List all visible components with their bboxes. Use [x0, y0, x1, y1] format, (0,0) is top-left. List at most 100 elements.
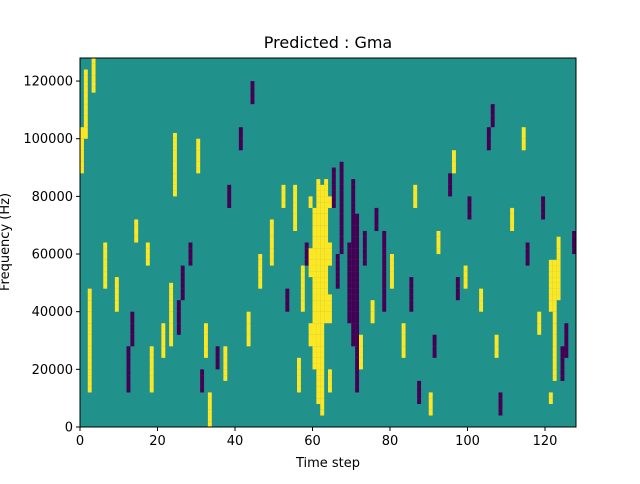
heatmap-cell	[324, 271, 329, 278]
heatmap-cell	[432, 340, 437, 347]
heatmap-cell	[355, 311, 360, 318]
heatmap-cell	[339, 219, 344, 226]
heatmap-cell	[80, 156, 84, 162]
heatmap-cell	[207, 415, 212, 422]
heatmap-cell	[347, 294, 352, 301]
heatmap-cell	[351, 202, 356, 208]
heatmap-cell	[498, 409, 503, 416]
heatmap-cell	[312, 352, 317, 358]
heatmap-cell	[320, 230, 325, 237]
heatmap-cell	[382, 242, 387, 249]
heatmap-cell	[335, 277, 340, 283]
heatmap-cell	[374, 207, 379, 214]
heatmap-cell	[308, 323, 313, 330]
heatmap-cell	[494, 334, 499, 341]
heatmap-cell	[328, 196, 332, 203]
heatmap-cell	[324, 236, 329, 243]
heatmap-cell	[572, 248, 577, 255]
heatmap-cell	[320, 184, 325, 191]
heatmap-cell	[382, 254, 387, 260]
heatmap-cell	[467, 202, 472, 208]
heatmap-cell	[537, 311, 542, 318]
heatmap-cell	[428, 392, 433, 399]
heatmap-cell	[83, 115, 88, 122]
heatmap-cell	[87, 317, 92, 324]
heatmap-cell	[250, 92, 255, 99]
y-axis-ticks: 0 20000 40000 60000 80000 100000 120000	[23, 75, 80, 436]
heatmap-cell	[413, 184, 418, 191]
heatmap-cell	[130, 340, 135, 347]
heatmap-cell	[126, 346, 131, 353]
heatmap-cell	[339, 248, 344, 255]
heatmap-cell	[355, 340, 360, 347]
heatmap-cell	[83, 127, 88, 134]
heatmap-cell	[293, 207, 298, 214]
heatmap-cell	[223, 375, 228, 381]
heatmap-cell	[83, 81, 88, 87]
plot-frame	[79, 57, 577, 428]
heatmap-cell	[556, 259, 561, 266]
heatmap-cell	[552, 277, 557, 283]
heatmap-cell	[114, 277, 119, 283]
heatmap-cell	[537, 323, 542, 330]
heatmap-cell	[130, 317, 135, 324]
heatmap-cell	[316, 334, 321, 341]
heatmap-cell	[355, 236, 360, 243]
heatmap-cell	[269, 225, 274, 232]
heatmap-cell	[285, 294, 290, 301]
heatmap-cell	[548, 259, 553, 266]
heatmap-cell	[498, 398, 503, 404]
heatmap-cell	[312, 300, 317, 306]
x-tick-label: 60	[304, 434, 321, 449]
heatmap-cell	[103, 254, 108, 260]
heatmap-cell	[351, 184, 356, 191]
heatmap-cell	[91, 75, 96, 82]
heatmap-cell	[312, 363, 317, 370]
heatmap-cell	[479, 288, 484, 295]
heatmap-cell	[149, 375, 154, 381]
heatmap-cell	[362, 254, 367, 260]
heatmap-cell	[328, 386, 332, 393]
heatmap-cell	[173, 167, 177, 174]
heatmap-cell	[409, 288, 414, 295]
heatmap-cell	[382, 248, 387, 255]
heatmap-cell	[316, 190, 321, 197]
heatmap-cell	[548, 398, 553, 404]
heatmap-cell	[351, 294, 356, 301]
heatmap-cell	[328, 248, 332, 255]
heatmap-cell	[312, 328, 317, 335]
heatmap-cell	[161, 346, 166, 353]
heatmap-cell	[308, 196, 313, 203]
heatmap-cell	[428, 403, 433, 410]
heatmap-cell	[207, 421, 212, 428]
heatmap-cell	[351, 242, 356, 249]
heatmap-cell	[312, 219, 317, 226]
heatmap-cell	[320, 202, 325, 208]
heatmap-cell	[312, 317, 317, 324]
heatmap-cell	[359, 334, 363, 341]
heatmap-cell	[556, 242, 561, 249]
heatmap-cell	[552, 369, 557, 376]
heatmap-cell	[204, 323, 208, 330]
heatmap-cell	[572, 230, 577, 237]
heatmap-cell	[452, 161, 456, 168]
heatmap-cell	[382, 300, 387, 306]
heatmap-cell	[149, 352, 154, 358]
heatmap-cell	[169, 305, 174, 312]
heatmap-cell	[180, 265, 185, 272]
heatmap-cell	[355, 386, 360, 393]
heatmap-cell	[324, 225, 329, 232]
heatmap-cell	[114, 300, 119, 306]
heatmap-cell	[149, 346, 154, 353]
heatmap-cell	[103, 265, 108, 272]
heatmap-cell	[328, 300, 332, 306]
heatmap-cell	[339, 167, 344, 174]
heatmap-cell	[328, 375, 332, 381]
heatmap-cell	[312, 277, 317, 283]
heatmap-cell	[355, 242, 360, 249]
heatmap-cell	[355, 282, 360, 289]
heatmap-cell	[87, 311, 92, 318]
heatmap-cell	[238, 127, 243, 134]
heatmap-cell	[351, 225, 356, 232]
heatmap-cell	[556, 254, 561, 260]
